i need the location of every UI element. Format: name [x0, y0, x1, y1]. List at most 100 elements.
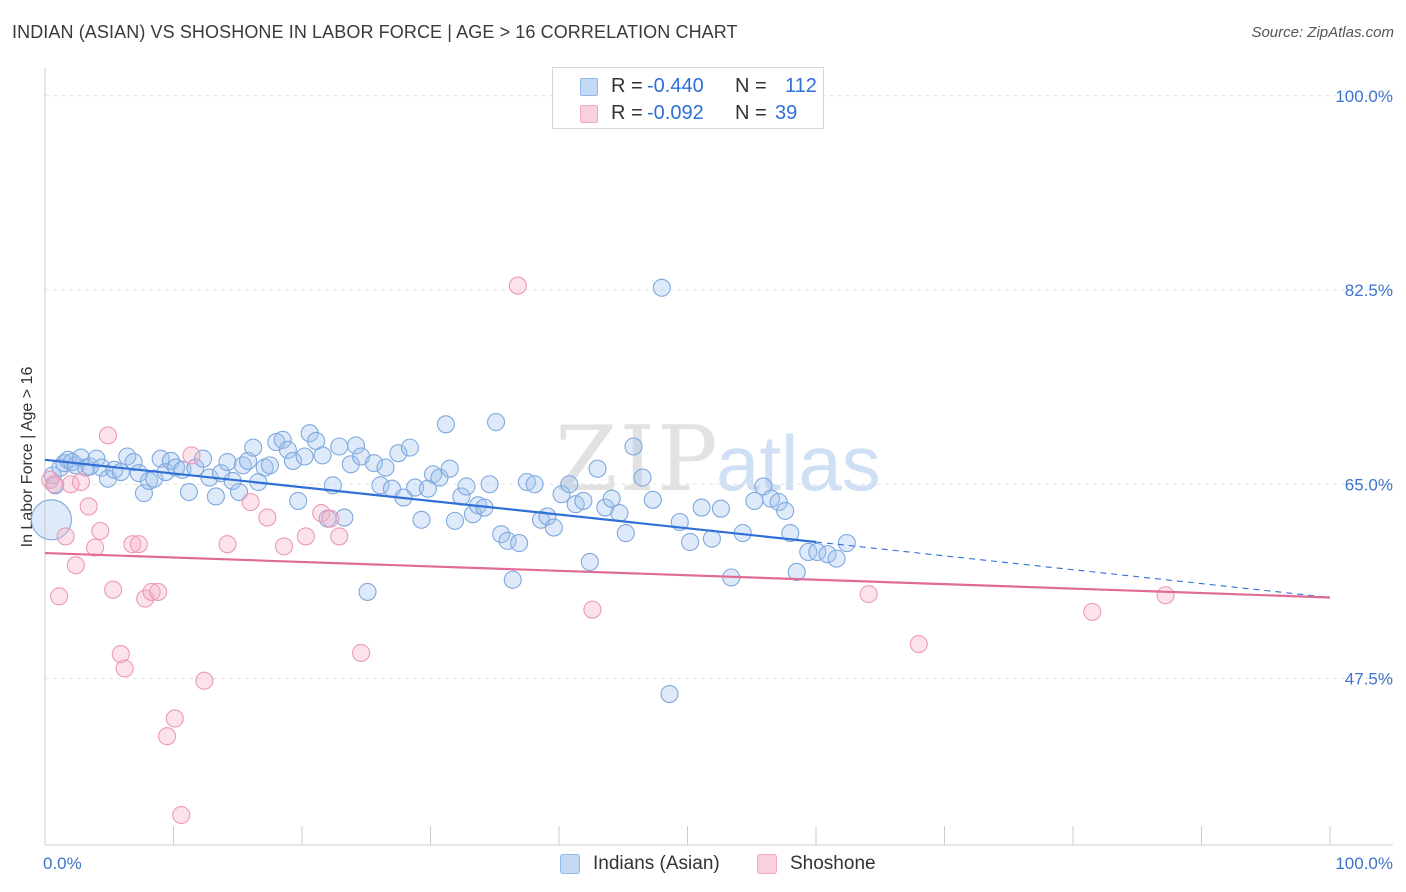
data-point-indians — [769, 492, 788, 512]
data-point-indians — [330, 437, 349, 456]
data-point-shoshone — [104, 580, 123, 599]
legend-row-indians: R = -0.440 N = 112 — [553, 73, 823, 101]
y-tick-label: 65.0% — [1345, 475, 1393, 494]
data-point-shoshone — [165, 709, 184, 728]
data-point-indians — [145, 469, 164, 488]
data-point-indians — [436, 415, 455, 434]
data-point-indians — [681, 532, 700, 552]
chart-title: INDIAN (ASIAN) VS SHOSHONE IN LABOR FORC… — [12, 22, 738, 42]
data-point-indians — [498, 531, 517, 550]
legend-n-value-shoshone: 39 — [775, 102, 798, 124]
data-point-indians — [510, 534, 529, 553]
data-point-indians — [574, 491, 593, 510]
data-point-indians — [244, 438, 263, 457]
data-point-indians — [560, 475, 579, 494]
x-tick-label: 100.0% — [1335, 854, 1393, 873]
data-point-shoshone — [1156, 586, 1175, 605]
data-point-indians — [283, 451, 303, 470]
data-point-indians — [633, 468, 652, 487]
trend-line-indians — [44, 458, 817, 544]
data-point-indians — [588, 459, 607, 478]
legend-label-indians: Indians (Asian) — [593, 853, 720, 874]
data-point-indians — [371, 476, 390, 495]
data-point-indians — [30, 499, 72, 541]
data-point-indians — [206, 487, 225, 506]
data-point-indians — [194, 449, 213, 468]
data-point-shoshone — [195, 671, 214, 690]
legend-n-label: N = — [735, 75, 767, 97]
data-point-indians — [552, 485, 571, 504]
legend-n-value-indians: 112 — [785, 75, 817, 97]
y-tick-label: 82.5% — [1345, 281, 1393, 300]
data-point-indians — [787, 562, 806, 581]
data-point-indians — [445, 511, 464, 530]
data-point-shoshone — [115, 659, 134, 678]
data-point-indians — [503, 570, 522, 589]
legend-r-label: R = — [611, 75, 643, 97]
data-point-indians — [652, 278, 671, 297]
data-point-indians — [400, 438, 419, 457]
data-point-indians — [289, 491, 308, 510]
data-point-shoshone — [129, 535, 148, 554]
data-point-shoshone — [258, 508, 277, 527]
data-point-shoshone — [50, 587, 69, 606]
data-point-indians — [492, 525, 511, 544]
data-point-shoshone — [296, 527, 315, 546]
legend-swatch-indians — [560, 854, 580, 874]
data-point-shoshone — [86, 538, 105, 557]
data-point-indians — [418, 479, 437, 498]
data-point-shoshone — [182, 446, 201, 465]
data-point-indians — [702, 529, 721, 548]
data-point-shoshone — [352, 643, 371, 663]
legend-n-label: N = — [735, 102, 767, 124]
data-point-indians — [179, 482, 198, 502]
data-point-indians — [358, 582, 377, 601]
data-point-indians — [46, 476, 65, 495]
data-point-indians — [412, 510, 431, 529]
legend-r-value-shoshone: -0.092 — [647, 102, 704, 124]
data-point-indians — [87, 449, 106, 468]
data-point-indians — [643, 490, 662, 509]
watermark-atlas: atlas — [716, 419, 881, 507]
y-tick-label: 47.5% — [1345, 670, 1393, 689]
x-tick-label: 0.0% — [43, 854, 82, 873]
correlation-legend: R = -0.440 N = 112 R = -0.092 N = 39 — [552, 67, 824, 129]
data-point-indians — [486, 413, 506, 432]
data-point-shoshone — [71, 472, 91, 492]
data-point-indians — [602, 489, 621, 508]
data-point-shoshone — [274, 537, 294, 556]
data-point-indians — [827, 549, 846, 568]
legend-r-label: R = — [611, 102, 643, 124]
data-point-shoshone — [98, 426, 118, 445]
data-point-indians — [776, 501, 795, 520]
data-point-indians — [596, 498, 615, 517]
data-point-indians — [260, 456, 279, 475]
data-point-indians — [544, 518, 563, 537]
data-point-shoshone — [142, 582, 161, 601]
data-point-indians — [616, 524, 635, 543]
data-point-indians — [818, 545, 837, 564]
data-point-shoshone — [909, 635, 928, 654]
data-point-indians — [781, 524, 800, 543]
watermark-zip: ZIP — [555, 407, 720, 512]
data-point-indians — [295, 447, 314, 466]
data-point-shoshone — [111, 645, 130, 664]
data-point-shoshone — [1083, 602, 1102, 621]
data-point-indians — [364, 454, 384, 473]
data-point-shoshone — [312, 504, 331, 523]
data-point-shoshone — [321, 509, 340, 528]
data-point-indians — [273, 430, 292, 449]
data-point-indians — [313, 446, 332, 465]
data-point-shoshone — [79, 497, 98, 516]
data-point-indians — [406, 478, 425, 497]
trend-line-shoshone — [44, 551, 1331, 599]
data-point-indians — [837, 534, 856, 553]
data-point-shoshone — [66, 556, 85, 575]
legend-swatch-indians — [580, 78, 598, 96]
data-point-shoshone — [172, 805, 191, 825]
data-point-indians — [389, 444, 408, 463]
data-point-indians — [346, 436, 366, 455]
data-point-indians — [238, 451, 258, 470]
data-point-shoshone — [508, 276, 527, 295]
